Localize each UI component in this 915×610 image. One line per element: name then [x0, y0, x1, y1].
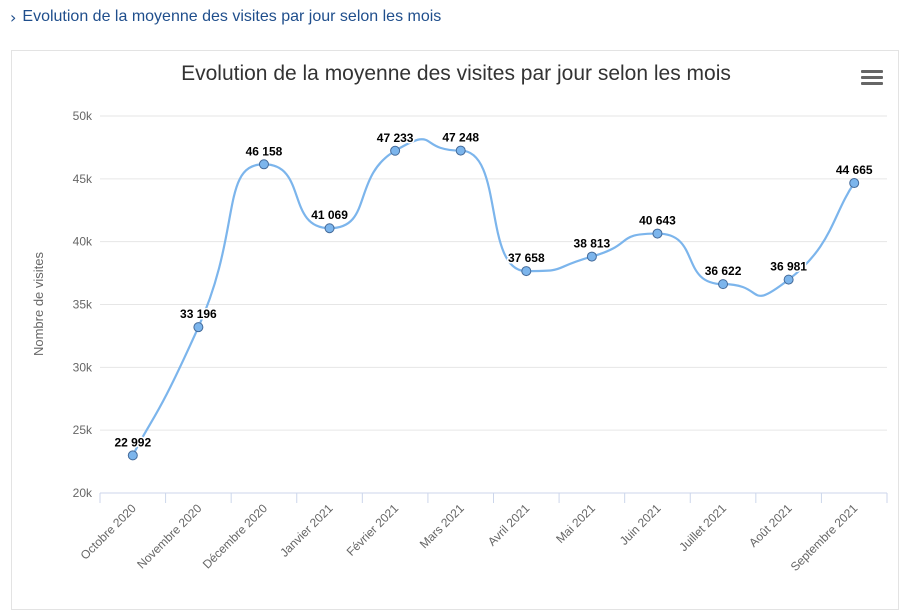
section-header: › Evolution de la moyenne des visites pa…	[10, 6, 441, 28]
data-label: 41 069	[311, 208, 348, 222]
data-point[interactable]	[849, 178, 860, 189]
series-line	[131, 138, 856, 456]
x-tick-label: Mars 2021	[417, 501, 467, 551]
data-label: 44 665	[836, 163, 873, 177]
grid-lines	[100, 115, 887, 431]
data-point[interactable]	[718, 279, 729, 290]
data-point[interactable]	[783, 274, 794, 285]
x-tick-label: Janvier 2021	[277, 501, 336, 560]
x-tick-label: Décembre 2020	[200, 501, 271, 572]
chart-title: Evolution de la moyenne des visites par …	[181, 62, 731, 85]
x-tick-label: Août 2021	[746, 501, 795, 550]
x-tick-label: Juillet 2021	[676, 501, 729, 554]
x-tick-label: Septembre 2021	[788, 501, 861, 574]
data-point[interactable]	[258, 159, 269, 170]
data-point[interactable]	[652, 228, 663, 239]
data-point[interactable]	[586, 251, 597, 262]
data-label: 22 992	[114, 435, 151, 449]
data-labels: 22 992 33 196 46 158 41 069 47 233 47 248 37 6…	[113, 129, 874, 451]
hamburger-menu-icon[interactable]	[861, 67, 883, 87]
data-point[interactable]	[127, 450, 138, 461]
y-tick-label: 20k	[73, 486, 93, 500]
x-tick-label: Juin 2021	[617, 501, 664, 548]
data-point[interactable]	[455, 145, 466, 156]
x-tick-label: Avril 2021	[485, 501, 533, 549]
x-tick-label: Octobre 2020	[78, 501, 140, 563]
data-point[interactable]	[324, 223, 335, 234]
y-tick-label: 40k	[73, 235, 93, 249]
data-point[interactable]	[521, 266, 532, 277]
data-label: 36 622	[705, 264, 742, 278]
data-label: 38 813	[574, 237, 611, 251]
series-path	[131, 138, 856, 456]
y-tick-label: 25k	[73, 423, 93, 437]
data-label: 36 981	[770, 260, 807, 274]
data-label: 33 196	[180, 307, 217, 321]
chart-panel	[11, 50, 899, 610]
data-points	[127, 145, 860, 461]
data-point[interactable]	[193, 322, 204, 333]
x-tick-label: Novembre 2020	[134, 501, 205, 572]
x-tick-label: Mai 2021	[553, 501, 598, 546]
data-point[interactable]	[390, 145, 401, 156]
data-label: 47 233	[377, 131, 414, 145]
y-tick-label: 30k	[73, 360, 93, 374]
y-axis-label: Nombre de visites	[31, 251, 46, 356]
data-label: 37 658	[508, 251, 545, 265]
chevron-right-icon: ›	[10, 7, 17, 27]
data-label: 47 248	[442, 131, 479, 145]
x-tick-label: Février 2021	[344, 501, 402, 559]
section-title: Evolution de la moyenne des visites par …	[22, 8, 442, 25]
data-label: 46 158	[246, 144, 283, 158]
y-tick-label: 50k	[73, 109, 93, 123]
y-tick-label: 45k	[73, 172, 93, 186]
data-label: 40 643	[639, 214, 676, 228]
y-tick-label: 35k	[73, 298, 93, 312]
y-axis: 20k 25k 30k 35k 40k 45k 50k	[73, 109, 93, 500]
